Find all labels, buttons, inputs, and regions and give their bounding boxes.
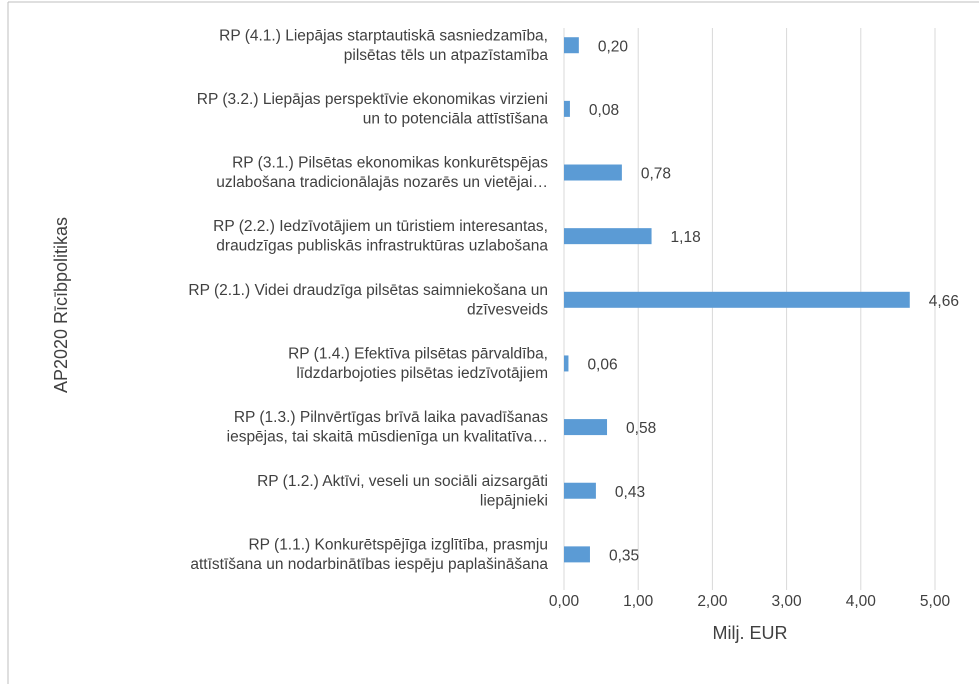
value-label: 0,20 [598,38,629,55]
y-tick-label: RP (2.1.) Videi draudzīga pilsētas saimn… [188,282,548,299]
y-tick-label: uzlabošana tradicionālajās nozarēs un vi… [216,174,548,191]
y-tick-label: RP (3.2.) Liepājas perspektīvie ekonomik… [197,91,548,108]
value-label: 0,78 [641,166,671,183]
x-tick-label: 1,00 [623,593,654,610]
y-tick-label: dzīvesveids [467,301,548,318]
bar [564,482,596,499]
value-label: 0,58 [626,420,656,437]
bar [564,100,570,117]
y-tick-label: un to potenciāla attīstīšana [363,110,549,127]
y-tick-label: RP (4.1.) Liepājas starptautiskā sasnied… [219,27,548,44]
bar [564,355,569,372]
x-tick-label: 4,00 [846,593,877,610]
y-tick-label: RP (1.1.) Konkurētspējīga izglītība, pra… [248,536,548,553]
value-label: 0,06 [587,357,617,374]
x-tick-label: 3,00 [772,593,803,610]
y-axis-title: AP2020 Rīcībpolitikas [51,217,71,393]
y-tick-label: liepājnieki [480,492,548,509]
x-tick-label: 0,00 [549,593,580,610]
y-tick-label: RP (1.4.) Efektīva pilsētas pārvaldība, [288,346,548,363]
bar [564,546,590,563]
value-label: 4,66 [929,293,959,310]
x-tick-label: 2,00 [697,593,728,610]
y-tick-label: RP (3.1.) Pilsētas ekonomikas konkurētsp… [232,155,548,172]
y-tick-label: pilsētas tēls un atpazīstamība [344,47,549,64]
x-axis-title: Milj. EUR [713,623,788,643]
bar [564,419,608,436]
y-tick-label: RP (2.2.) Iedzīvotājiem un tūristiem int… [213,218,548,235]
y-tick-label: RP (1.3.) Pilnvērtīgas brīvā laika pavad… [234,409,548,426]
y-tick-label: iespējas, tai skaitā mūsdienīga un kvali… [227,429,548,446]
bar [564,228,652,245]
y-tick-label: RP (1.2.) Aktīvi, veseli un sociāli aizs… [257,473,548,490]
value-label: 0,43 [615,484,645,501]
value-label: 0,35 [609,547,639,564]
y-tick-label: līdzdarbojoties pilsētas iedzīvotājiem [296,365,548,382]
bar [564,164,622,181]
x-tick-label: 5,00 [920,593,951,610]
value-label: 1,18 [671,229,701,246]
bar [564,37,579,54]
value-label: 0,08 [589,102,619,119]
bar [564,291,910,308]
y-tick-label: attīstīšana un nodarbinātības iespēju pa… [190,556,548,573]
y-tick-label: draudzīgas publiskās infrastruktūras uzl… [216,238,548,255]
